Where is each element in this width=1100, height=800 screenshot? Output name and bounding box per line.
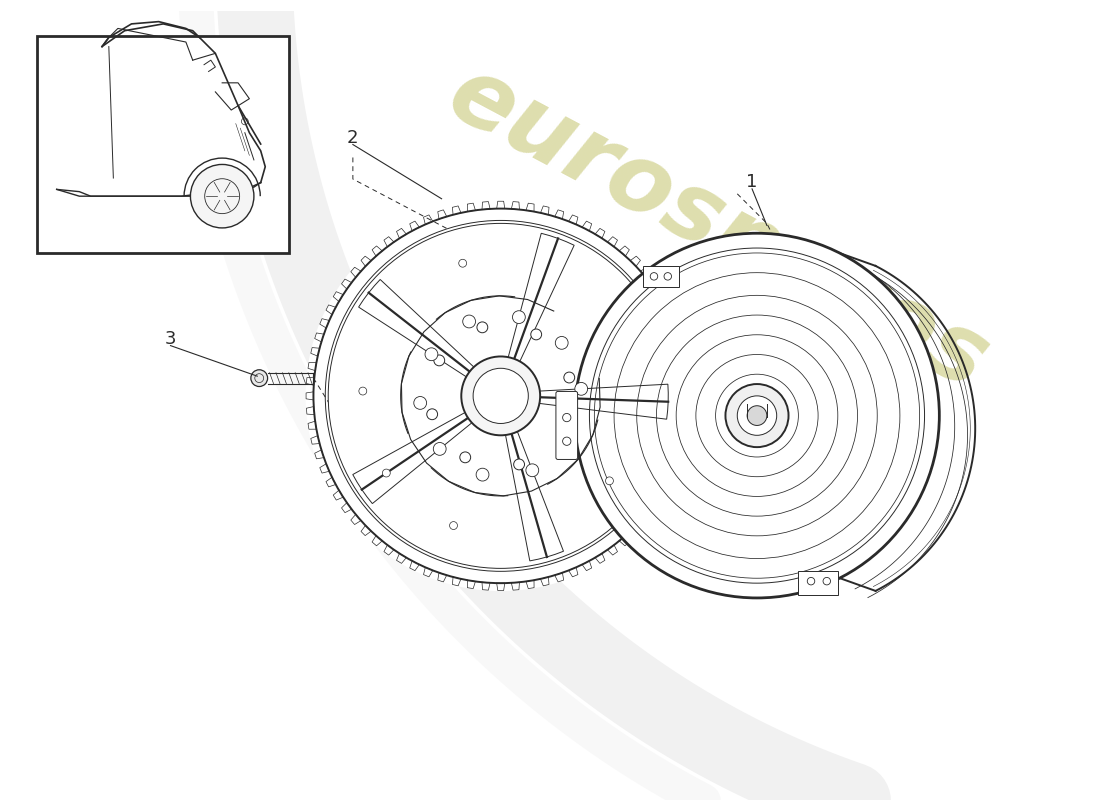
Circle shape — [737, 396, 777, 435]
Text: a passion for parts since 1985: a passion for parts since 1985 — [485, 361, 812, 550]
Circle shape — [556, 337, 568, 350]
Circle shape — [605, 477, 614, 485]
FancyBboxPatch shape — [556, 391, 578, 459]
Circle shape — [251, 370, 267, 386]
Circle shape — [433, 442, 447, 455]
Circle shape — [531, 329, 541, 340]
Text: 2: 2 — [348, 129, 359, 146]
Circle shape — [476, 468, 488, 481]
Bar — [37, 36, 289, 253]
Circle shape — [190, 165, 254, 228]
Circle shape — [463, 315, 475, 328]
Circle shape — [574, 234, 939, 598]
Circle shape — [450, 522, 458, 530]
Circle shape — [747, 406, 767, 426]
Circle shape — [477, 322, 487, 333]
Circle shape — [306, 201, 696, 591]
Circle shape — [563, 431, 576, 444]
Circle shape — [414, 397, 427, 410]
Polygon shape — [506, 234, 574, 369]
Circle shape — [328, 223, 673, 568]
Circle shape — [557, 426, 568, 437]
Circle shape — [459, 259, 466, 267]
Text: 3: 3 — [165, 330, 176, 348]
Text: eurospares: eurospares — [432, 47, 1003, 409]
Circle shape — [383, 469, 390, 477]
FancyBboxPatch shape — [644, 266, 679, 287]
Polygon shape — [531, 384, 669, 419]
Polygon shape — [353, 409, 478, 503]
Circle shape — [460, 452, 471, 462]
Circle shape — [433, 355, 444, 366]
Circle shape — [359, 387, 366, 395]
Circle shape — [526, 464, 539, 477]
Circle shape — [473, 368, 528, 423]
FancyBboxPatch shape — [799, 571, 837, 595]
Circle shape — [427, 409, 438, 420]
Circle shape — [575, 382, 587, 395]
Circle shape — [513, 310, 526, 323]
Circle shape — [514, 459, 525, 470]
Text: 1: 1 — [747, 173, 758, 191]
Polygon shape — [359, 279, 480, 381]
Polygon shape — [504, 424, 563, 561]
Circle shape — [425, 348, 438, 361]
Circle shape — [461, 357, 540, 435]
Circle shape — [725, 384, 789, 447]
Circle shape — [564, 372, 574, 383]
